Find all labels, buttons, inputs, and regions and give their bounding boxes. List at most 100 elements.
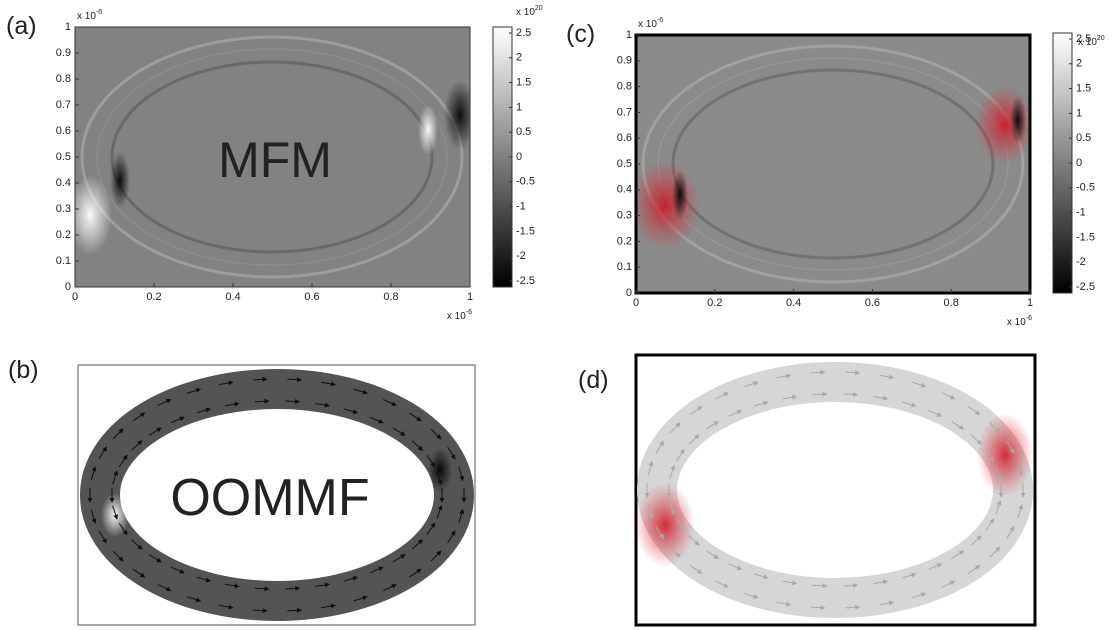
moment-arrow: [353, 595, 368, 602]
moment-arrow: [254, 586, 270, 592]
moment-arrow: [90, 466, 97, 481]
exponent-power: -6: [1026, 315, 1032, 322]
x-tick-label: 0.4: [225, 291, 240, 303]
moment-arrow: [218, 604, 234, 610]
moment-arrow: [252, 608, 268, 614]
moment-arrow: [1006, 525, 1015, 539]
moment-arrow: [675, 518, 685, 532]
exponent-label: x 1020: [1078, 35, 1105, 48]
moment-arrow: [928, 563, 943, 570]
moment-arrow: [458, 508, 465, 524]
moment-arrow: [98, 530, 107, 544]
colorbar-tick-label: 0.5: [516, 126, 531, 138]
moment-arrow: [843, 392, 859, 398]
moment-arrow: [669, 546, 681, 558]
moment-arrow: [315, 402, 330, 408]
dark-spot: [428, 448, 452, 492]
moment-arrow: [873, 579, 889, 585]
x-tick-label: 0.4: [786, 297, 801, 309]
moment-arrow: [688, 434, 700, 445]
x-tick-label: 0.6: [865, 297, 880, 309]
moment-arrow: [170, 416, 185, 424]
colorbar-tick-label: -0.5: [1076, 182, 1095, 194]
moment-arrow: [157, 398, 172, 406]
panel-label: (c): [566, 20, 595, 48]
moment-arrow: [967, 406, 981, 415]
colorbar-tick-label: -1: [1076, 207, 1086, 219]
moment-arrow: [285, 585, 301, 591]
moment-arrow: [941, 392, 956, 400]
moment-arrow: [812, 583, 828, 589]
moment-arrow: [688, 535, 700, 546]
moment-arrow: [112, 428, 124, 440]
moment-arrow: [118, 454, 128, 468]
moment-arrow: [315, 582, 330, 588]
moment-arrow: [287, 377, 303, 383]
moment-arrow: [715, 392, 729, 400]
moment-arrow: [706, 550, 719, 559]
moment-arrow: [409, 568, 422, 578]
moment-arrow: [970, 535, 982, 546]
panel-label: (b): [8, 356, 39, 384]
moment-arrow: [447, 530, 456, 544]
moment-arrow: [985, 518, 995, 531]
overlay-image: [636, 35, 1030, 293]
moment-arrow: [754, 573, 769, 580]
moment-arrow: [669, 422, 681, 434]
moment-arrow: [902, 401, 917, 408]
moment-arrow: [754, 400, 769, 407]
y-tick-label: 0.4: [56, 177, 71, 189]
y-tick-label: 0.1: [617, 261, 632, 273]
x-tick-label: 0: [72, 291, 78, 303]
y-tick-label: 1: [626, 29, 632, 41]
moment-arrow: [675, 448, 685, 462]
moment-arrow: [970, 434, 982, 445]
moment-arrow: [392, 554, 406, 563]
moment-arrow: [776, 601, 792, 607]
x-tick-label: 0.6: [304, 291, 319, 303]
y-tick-label: 0.9: [56, 47, 71, 59]
y-tick-label: 0.1: [56, 255, 71, 267]
moment-arrow: [369, 416, 384, 424]
colorbar-tick-label: -1.5: [516, 225, 535, 237]
moment-arrow: [995, 500, 1002, 515]
y-tick-label: 0.7: [56, 99, 71, 111]
colorbar-tick-label: 1: [1076, 107, 1082, 119]
moment-arrow: [951, 421, 965, 430]
moment-arrow: [148, 554, 162, 563]
moment-arrow: [690, 565, 703, 574]
moment-arrow: [430, 428, 442, 440]
y-tick-label: 0.3: [56, 203, 71, 215]
exponent-power: 20: [1097, 35, 1105, 42]
moment-arrow: [383, 584, 397, 591]
mfm-image: [75, 27, 470, 287]
moment-arrow: [1017, 504, 1024, 519]
annotation: MFM: [218, 132, 332, 188]
y-tick-label: 0: [626, 287, 632, 299]
moment-arrow: [411, 440, 424, 451]
red-spot: [635, 483, 695, 567]
bright-spot: [101, 493, 129, 537]
ring: [80, 369, 474, 621]
moment-arrow: [254, 398, 270, 404]
panel-label: (d): [578, 366, 609, 394]
moment-arrow: [911, 381, 927, 388]
moment-arrow: [321, 381, 336, 387]
moment-arrow: [287, 607, 303, 613]
exponent-power: -6: [96, 9, 102, 16]
x-tick-label: 0: [633, 297, 639, 309]
moment-arrow: [810, 369, 826, 375]
moment-arrow: [353, 388, 368, 395]
moment-arrow: [715, 580, 729, 588]
y-tick-label: 0.3: [617, 210, 632, 222]
moment-arrow: [989, 422, 1001, 434]
colorbar-tick-label: -2.5: [516, 275, 535, 287]
colorbar-tick-label: 1.5: [516, 77, 531, 89]
moment-arrow: [148, 427, 162, 436]
exponent-base: x 10: [638, 19, 657, 30]
colorbar-tick-label: -0.5: [516, 176, 535, 188]
moment-arrow: [196, 576, 211, 583]
moment-arrow: [252, 376, 268, 382]
colorbar-tick-label: -1.5: [1076, 231, 1095, 243]
